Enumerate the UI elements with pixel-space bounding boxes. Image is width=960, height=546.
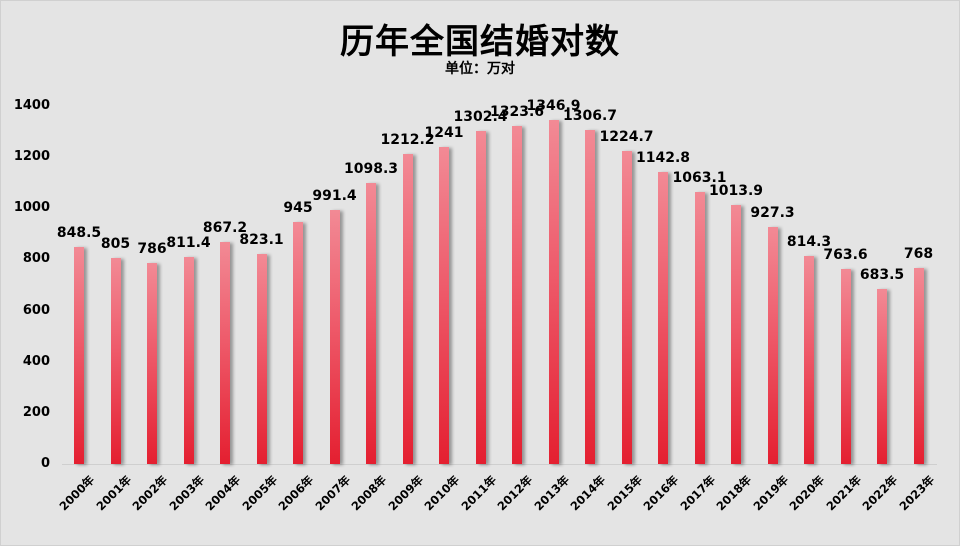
bar bbox=[366, 183, 376, 464]
y-tick-label: 1400 bbox=[13, 98, 50, 113]
data-label: 1013.9 bbox=[708, 182, 764, 199]
chart-title: 历年全国结婚对数 bbox=[340, 22, 620, 62]
bar bbox=[402, 154, 413, 464]
data-label: 1142.8 bbox=[635, 149, 691, 166]
data-label: 1212.2 bbox=[380, 132, 435, 149]
data-label: 1302.4 bbox=[453, 108, 508, 125]
bar bbox=[877, 289, 887, 464]
bar bbox=[256, 253, 267, 464]
data-label: 763.6 bbox=[823, 246, 868, 263]
y-tick-label: 200 bbox=[22, 404, 50, 420]
y-tick-label: 400 bbox=[22, 353, 50, 369]
bar bbox=[512, 125, 522, 464]
bar bbox=[621, 150, 632, 464]
y-tick-label: 600 bbox=[22, 302, 50, 318]
bar bbox=[767, 226, 778, 464]
bar bbox=[220, 242, 230, 464]
bar bbox=[183, 256, 194, 464]
data-label: 1241 bbox=[424, 124, 464, 141]
bar bbox=[658, 171, 668, 464]
bar bbox=[840, 268, 851, 464]
bar bbox=[694, 192, 705, 464]
data-label: 991.4 bbox=[312, 188, 357, 205]
data-label: 848.5 bbox=[56, 225, 102, 242]
data-label: 814.3 bbox=[786, 233, 832, 250]
data-label: 927.3 bbox=[750, 204, 795, 221]
bar bbox=[147, 263, 157, 464]
data-label: 1098.3 bbox=[343, 161, 399, 178]
bar bbox=[74, 247, 84, 464]
y-tick-label: 800 bbox=[22, 251, 50, 267]
y-tick-label: 1200 bbox=[13, 149, 50, 165]
bar bbox=[475, 130, 486, 464]
bar bbox=[329, 210, 340, 464]
data-label: 1063.1 bbox=[672, 170, 727, 187]
bar bbox=[110, 258, 121, 464]
bar bbox=[548, 119, 559, 464]
data-label: 945 bbox=[283, 200, 313, 217]
chart-subtitle: 单位：万对 bbox=[445, 61, 515, 77]
data-label: 683.5 bbox=[859, 267, 905, 284]
data-label: 1224.7 bbox=[599, 128, 654, 145]
data-label: 768 bbox=[903, 245, 934, 262]
bar bbox=[439, 146, 449, 464]
bar bbox=[804, 255, 814, 464]
y-tick-label: 1000 bbox=[13, 200, 50, 216]
y-tick-label: 0 bbox=[40, 456, 50, 471]
x-axis-line bbox=[62, 464, 937, 465]
bar bbox=[585, 129, 595, 464]
bar bbox=[293, 222, 303, 464]
data-label: 1346.9 bbox=[526, 97, 581, 114]
data-label: 786 bbox=[137, 241, 167, 257]
data-label: 1323.6 bbox=[489, 103, 545, 120]
bar bbox=[913, 267, 924, 464]
data-label: 823.1 bbox=[239, 231, 284, 248]
bar bbox=[731, 204, 741, 464]
data-label: 867.2 bbox=[202, 220, 248, 237]
data-label: 811.4 bbox=[166, 234, 211, 251]
data-label: 1306.7 bbox=[562, 107, 618, 124]
data-label: 805 bbox=[100, 236, 131, 253]
